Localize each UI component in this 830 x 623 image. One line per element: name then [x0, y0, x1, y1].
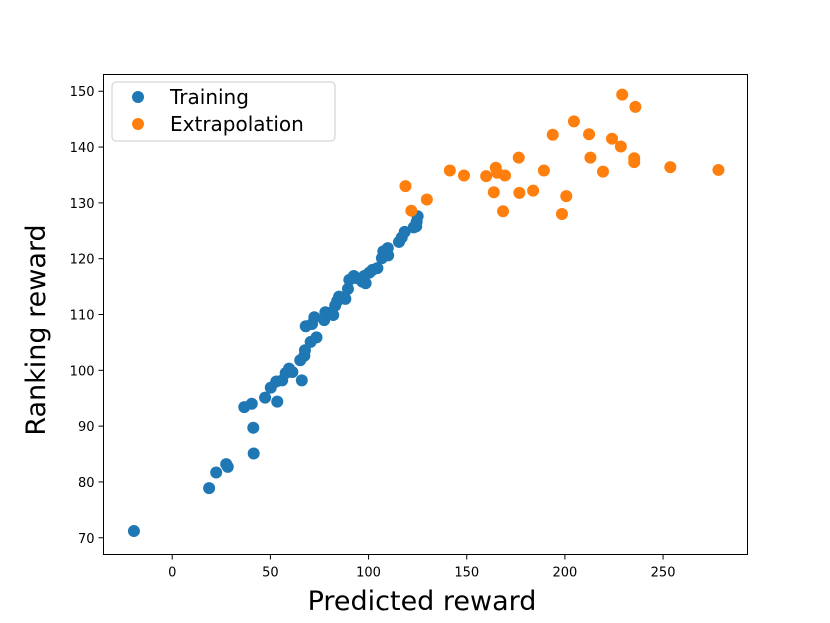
point-extrapolation-23	[614, 140, 627, 153]
point-training-35	[341, 282, 354, 295]
point-training-5	[247, 447, 260, 460]
y-axis-title: Ranking reward	[21, 224, 52, 435]
y-tick-label-1: 80	[78, 476, 95, 491]
point-training-16	[286, 365, 299, 378]
x-tick-label-2: 100	[356, 566, 381, 581]
point-training-56	[410, 220, 423, 233]
y-tick-label-7: 140	[70, 141, 95, 156]
legend-label-extrapolation: Extrapolation	[170, 112, 304, 136]
y-tick-label-8: 150	[70, 85, 95, 100]
point-training-44	[371, 262, 384, 275]
x-tick-label-5: 250	[651, 566, 676, 581]
y-tick-label-5: 120	[70, 253, 95, 268]
point-extrapolation-19	[583, 128, 596, 141]
point-training-4	[221, 460, 234, 473]
x-tick-label-1: 50	[262, 566, 279, 581]
point-training-0	[127, 525, 140, 538]
point-extrapolation-11	[512, 151, 525, 164]
point-training-8	[245, 397, 258, 410]
point-extrapolation-16	[555, 208, 568, 221]
point-extrapolation-22	[606, 132, 619, 145]
data-points	[127, 88, 725, 538]
point-training-34	[339, 292, 352, 305]
point-extrapolation-29	[712, 163, 725, 176]
point-training-49	[382, 249, 395, 262]
y-tick-label-0: 70	[78, 532, 95, 547]
x-axis-title: Predicted reward	[308, 586, 537, 617]
x-tick-label-3: 150	[454, 566, 479, 581]
point-training-41	[359, 277, 372, 290]
y-tick-label-3: 100	[70, 364, 95, 379]
point-extrapolation-10	[499, 169, 512, 182]
point-training-24	[308, 311, 321, 324]
point-training-6	[247, 421, 260, 434]
point-extrapolation-13	[527, 184, 540, 197]
point-extrapolation-12	[513, 186, 526, 199]
y-axis-ticks: 70 80 90 100 110 120 130 140 150	[70, 85, 104, 547]
point-extrapolation-2	[420, 193, 433, 206]
point-extrapolation-14	[537, 164, 550, 177]
point-extrapolation-4	[457, 169, 470, 182]
legend: Training Extrapolation	[111, 81, 336, 142]
point-extrapolation-21	[596, 165, 609, 178]
point-training-25	[310, 331, 323, 344]
point-training-9	[259, 391, 272, 404]
point-extrapolation-6	[487, 186, 500, 199]
point-extrapolation-28	[664, 161, 677, 174]
point-extrapolation-18	[567, 115, 580, 128]
point-training-2	[210, 466, 223, 479]
point-extrapolation-0	[399, 180, 412, 193]
y-tick-label-2: 90	[78, 420, 95, 435]
point-training-10	[271, 395, 284, 408]
point-extrapolation-9	[497, 205, 510, 218]
point-extrapolation-1	[405, 204, 418, 217]
y-tick-label-6: 130	[70, 197, 95, 212]
point-training-1	[203, 482, 216, 495]
point-extrapolation-5	[480, 170, 493, 183]
point-extrapolation-17	[560, 190, 573, 203]
point-extrapolation-24	[616, 88, 629, 101]
point-extrapolation-15	[546, 128, 559, 141]
x-axis-ticks: 0 50 100 150 200 250	[168, 554, 676, 581]
legend-label-training: Training	[169, 85, 249, 109]
point-extrapolation-3	[443, 164, 456, 177]
point-extrapolation-20	[584, 151, 597, 164]
point-extrapolation-27	[628, 156, 641, 169]
legend-marker-extrapolation	[132, 118, 144, 130]
legend-box	[111, 81, 336, 142]
point-training-29	[327, 309, 340, 322]
point-training-17	[295, 374, 308, 387]
x-tick-label-4: 200	[552, 566, 577, 581]
legend-marker-training	[132, 91, 144, 103]
point-extrapolation-26	[629, 100, 642, 113]
y-tick-label-4: 110	[70, 309, 95, 324]
point-training-20	[298, 344, 311, 357]
point-training-52	[398, 225, 411, 238]
x-tick-label-0: 0	[168, 566, 176, 581]
